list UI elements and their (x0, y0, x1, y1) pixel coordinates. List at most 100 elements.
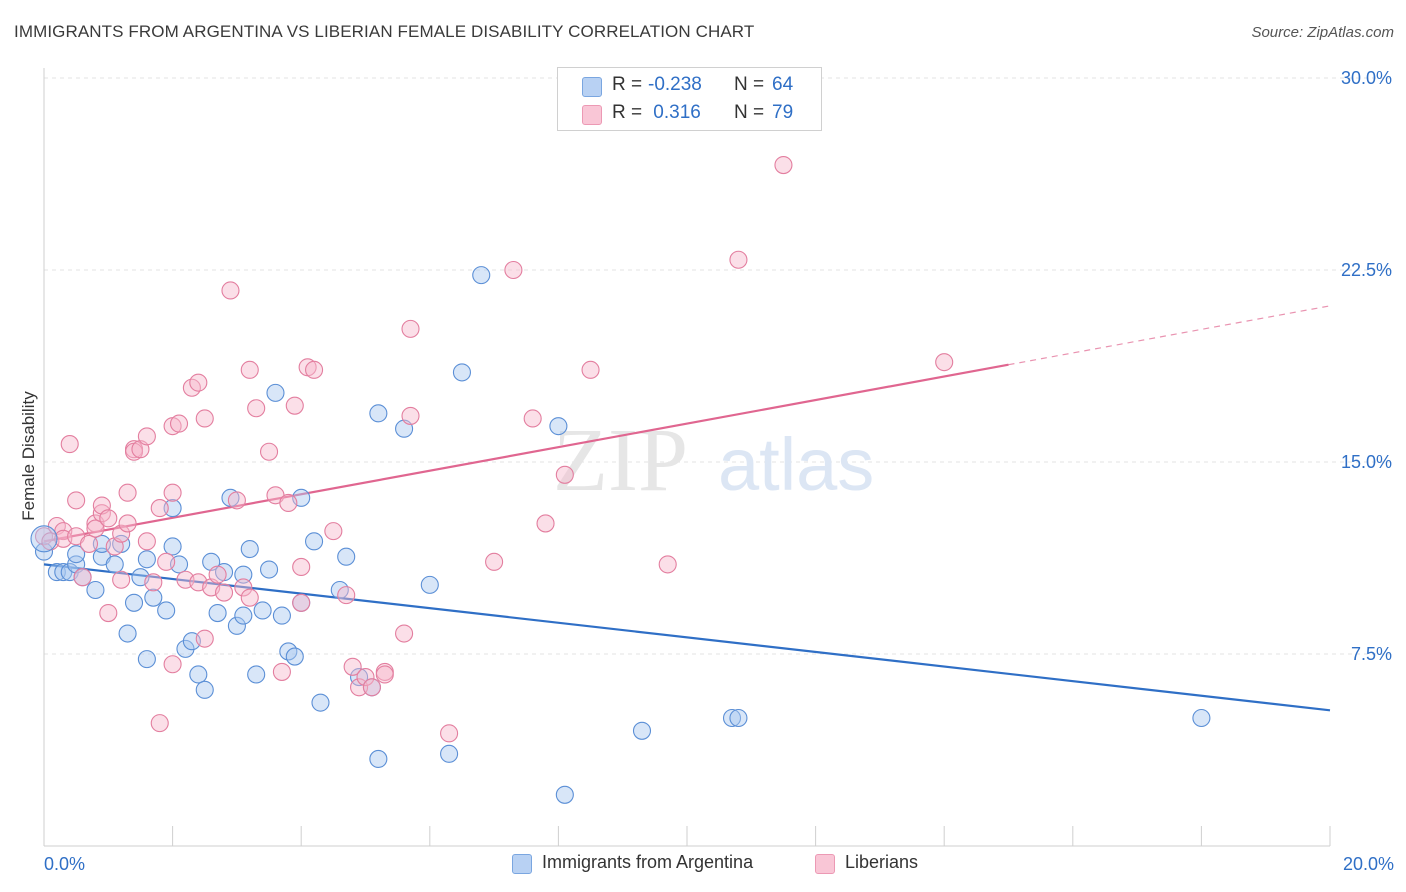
argentina-point (105, 555, 124, 574)
argentina-point (722, 708, 742, 728)
argentina-point (729, 708, 748, 728)
liberians-point (86, 519, 105, 538)
liberians-point (144, 573, 163, 592)
argentina-point (549, 417, 568, 436)
liberians-point (305, 360, 324, 379)
liberians-point (99, 603, 118, 623)
grid-lines (44, 77, 1390, 655)
liberians-point (536, 514, 555, 533)
argentina-point (124, 593, 144, 612)
liberians-point (272, 662, 291, 681)
argentina-point (1192, 708, 1211, 728)
r-label: R = (612, 74, 643, 95)
liberians-point (157, 552, 176, 571)
chart-title: IMMIGRANTS FROM ARGENTINA VS LIBERIAN FE… (14, 22, 755, 41)
correlation-legend: R = -0.238 N = 64 R = 0.316 N = 79 (557, 67, 822, 131)
argentina-point (311, 693, 330, 712)
liberians-point (240, 360, 259, 379)
argentina-point (144, 588, 163, 607)
tick-labels: 7.5% 15.0% 22.5% 30.0% 0.0% 20.0% (44, 68, 1394, 874)
liberians-point (169, 414, 189, 433)
liberians-point (440, 724, 459, 743)
liberians-point (79, 534, 99, 553)
argentina-point (452, 363, 472, 382)
argentina-point (195, 680, 214, 699)
argentina-point (472, 266, 491, 285)
y-tick-label: 7.5% (1351, 644, 1392, 664)
liberians-point (324, 522, 343, 541)
watermark-atlas: atlas (718, 423, 874, 506)
liberians-point (221, 281, 240, 300)
watermark-zip: ZIP (553, 411, 688, 510)
y-tick-label: 22.5% (1341, 260, 1392, 280)
y-tick-label: 30.0% (1341, 68, 1392, 88)
argentina-point (350, 667, 369, 687)
x-tick-label: 0.0% (44, 854, 85, 874)
n-label: N = (734, 74, 765, 95)
liberians-point (375, 665, 394, 684)
argentina-point (266, 383, 285, 402)
liberians-point (118, 514, 137, 533)
argentina-point (440, 744, 459, 763)
liberians-point (112, 570, 131, 589)
liberians-point (150, 714, 169, 733)
liberians-point (401, 319, 420, 338)
liberians-point (555, 465, 574, 484)
argentina-point (240, 539, 259, 559)
r-value: 0.316 (648, 102, 701, 123)
liberians-point (73, 568, 92, 587)
liberians-point (279, 493, 298, 513)
legend-label-argentina: Immigrants from Argentina (542, 852, 754, 872)
liberians-trend-line (43, 363, 1009, 543)
liberians-point (189, 373, 208, 392)
watermark: ZIP atlas (553, 411, 874, 510)
legend-label-liberians: Liberians (845, 852, 919, 872)
trend-lines (43, 305, 1331, 712)
liberians-point (504, 260, 523, 280)
argentina-point (420, 575, 439, 594)
data-points (30, 155, 1211, 804)
argentina-point (189, 665, 208, 684)
liberians-point (362, 678, 381, 697)
liberians-point (356, 667, 375, 687)
liberians-point (137, 427, 156, 446)
liberians-point (60, 435, 79, 454)
argentina-point (118, 624, 137, 643)
x-tick-label: 20.0% (1343, 854, 1394, 874)
argentina-point (247, 665, 266, 684)
argentina-point (555, 785, 574, 804)
liberians-point (485, 552, 504, 571)
liberians-point (292, 593, 311, 612)
axes (43, 68, 1331, 847)
liberians-point (99, 509, 118, 528)
liberians-point (67, 491, 86, 510)
liberians-point (658, 555, 677, 574)
liberians-point (935, 353, 954, 372)
r-label: R = (612, 102, 643, 123)
argentina-point (137, 550, 156, 569)
legend-swatch-liberians (815, 854, 835, 874)
liberians-point (150, 499, 169, 518)
argentina-point (272, 606, 291, 625)
liberians-point (112, 524, 131, 543)
argentina-point (259, 560, 279, 579)
argentina-point (337, 547, 356, 566)
liberians-point (523, 409, 542, 428)
argentina-point (163, 537, 182, 556)
argentina-point (305, 532, 324, 551)
liberians-point (337, 586, 356, 605)
argentina-point (137, 650, 156, 669)
liberians-point (395, 624, 414, 643)
liberians-point (208, 565, 227, 584)
liberians-point (774, 155, 793, 175)
liberians-point (195, 409, 214, 428)
argentina-point (67, 545, 86, 564)
liberians-point (227, 491, 246, 510)
liberians-point (247, 399, 266, 418)
argentina-trend-line (43, 563, 1331, 712)
argentina-point (208, 603, 227, 623)
legend-swatch-argentina (582, 77, 602, 97)
argentina-point (157, 601, 176, 620)
r-value: -0.238 (648, 74, 702, 95)
